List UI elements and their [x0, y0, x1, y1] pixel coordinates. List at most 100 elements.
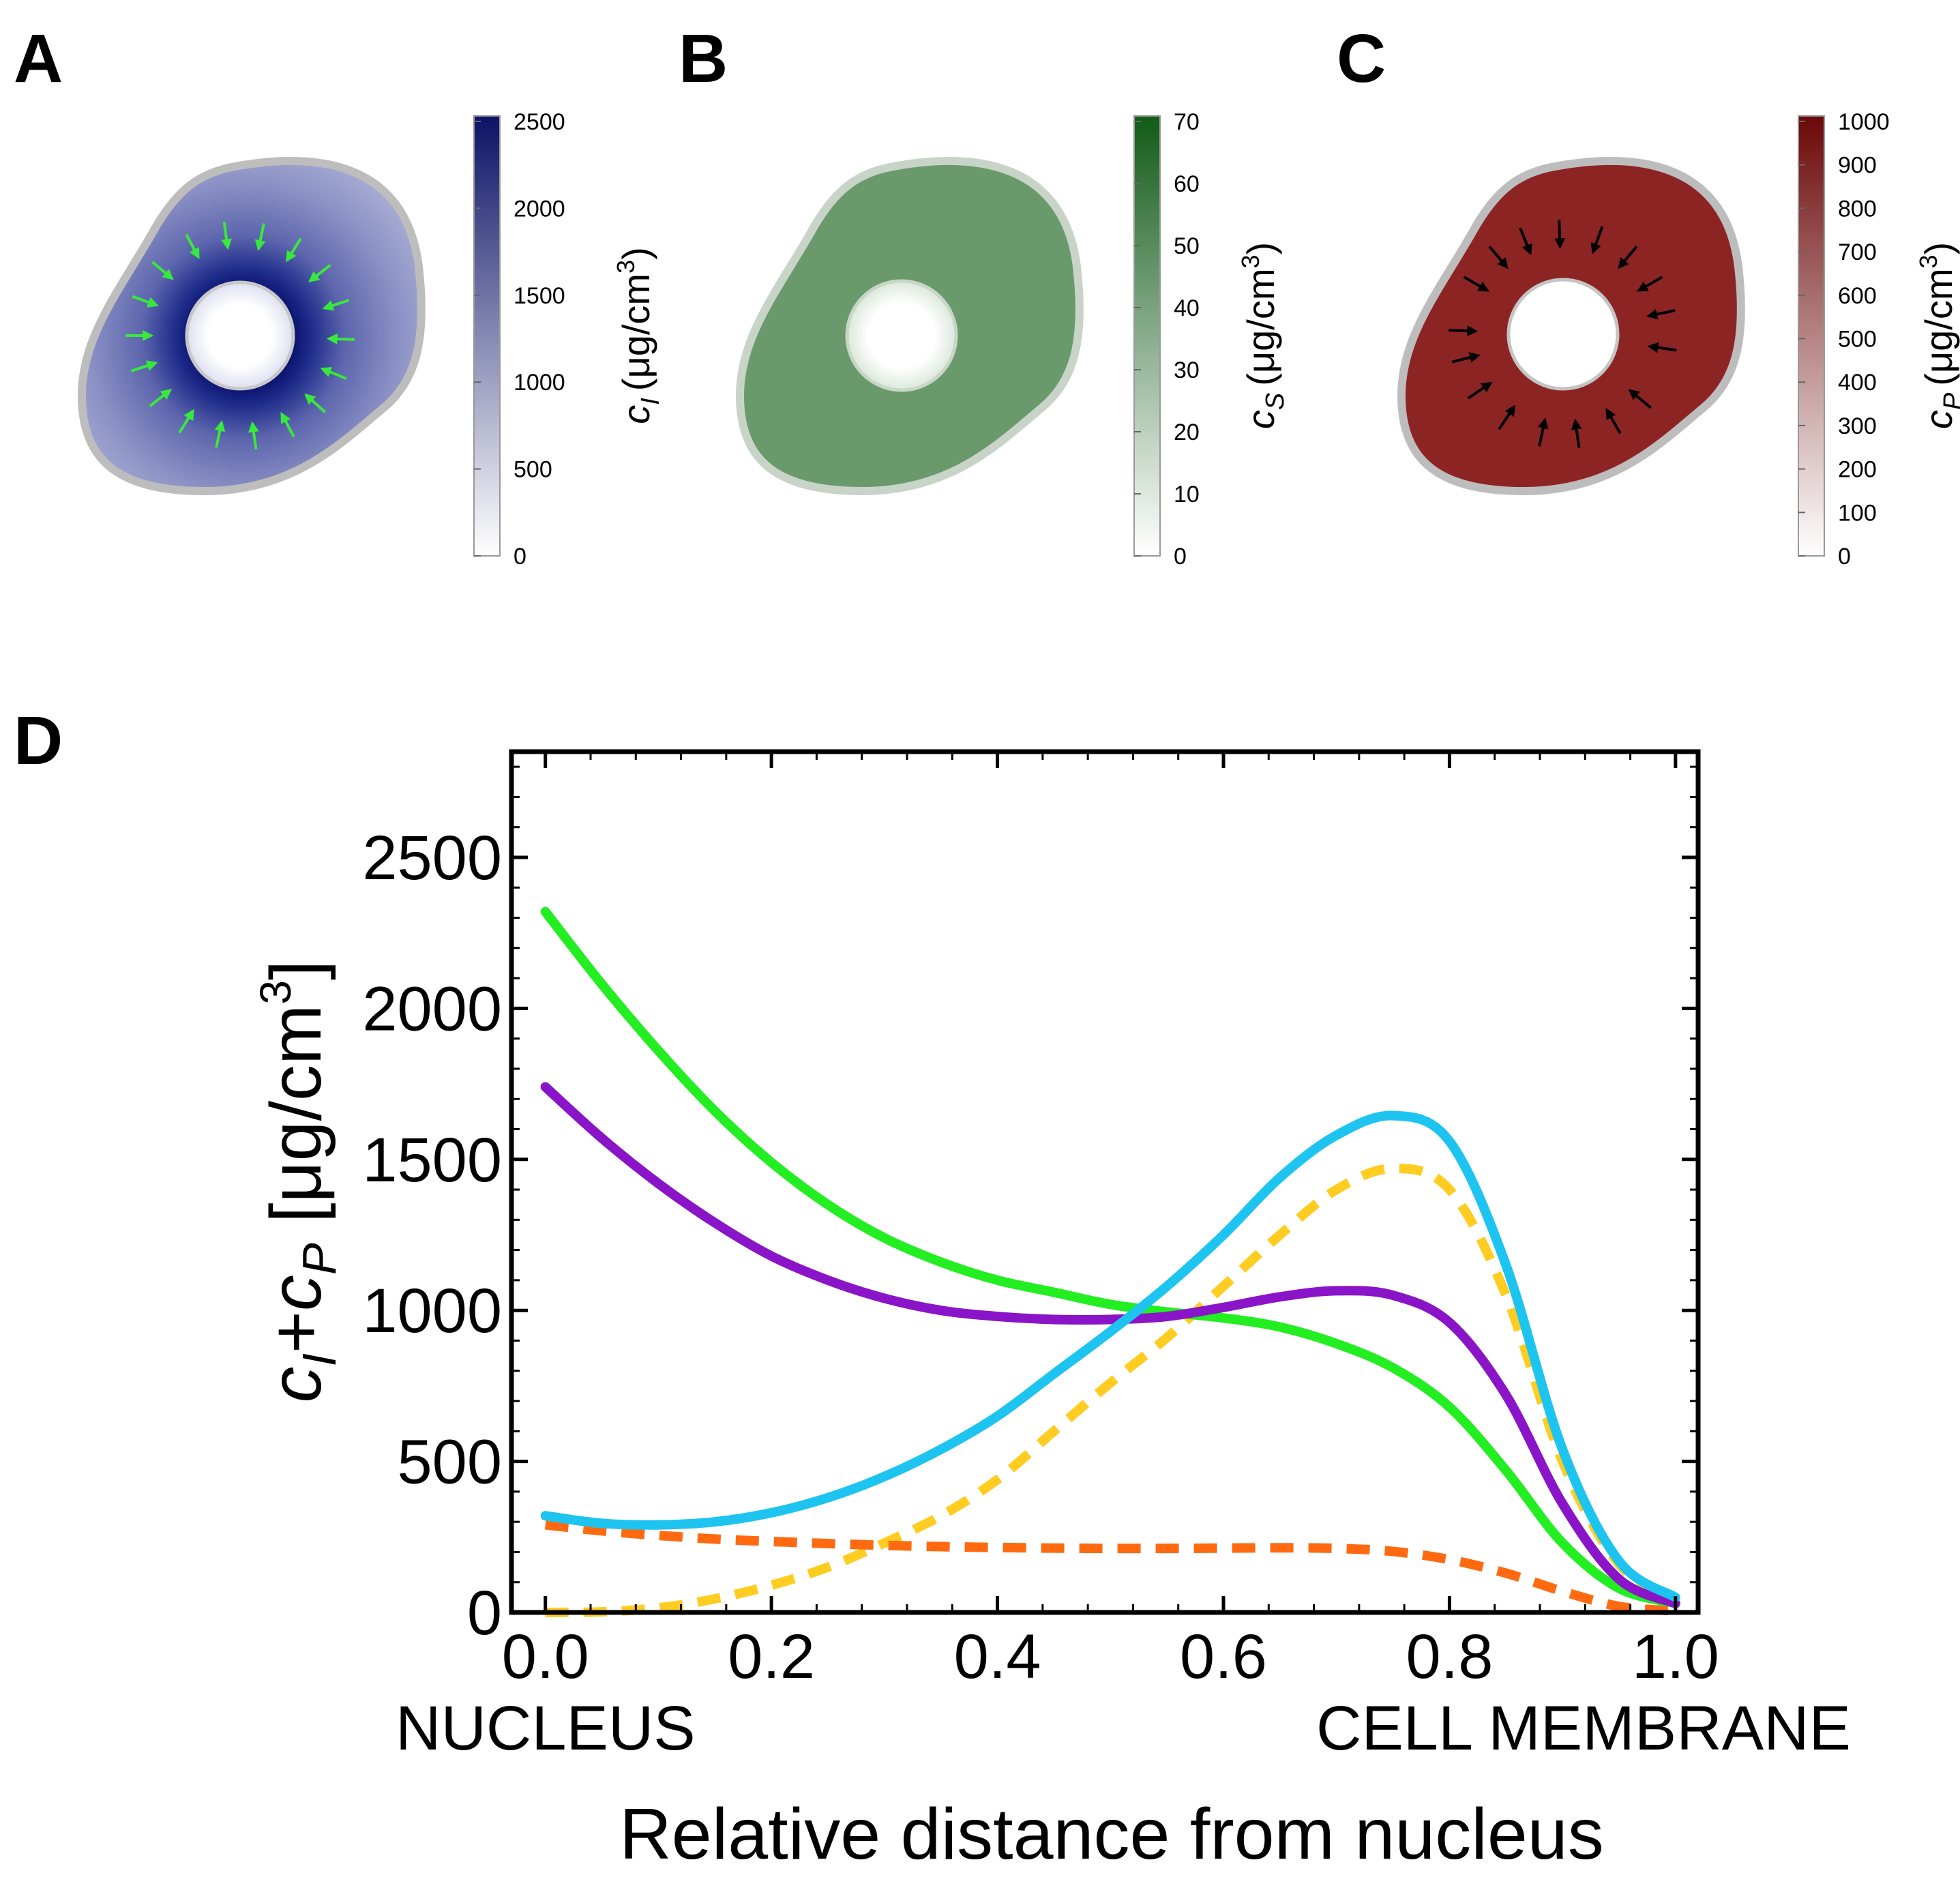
y-tick-label: 2500	[362, 823, 502, 893]
colorbar-a-tick-label: 1500	[514, 283, 565, 309]
colorbar-b-tick-label: 0	[1174, 544, 1187, 570]
cell-heatmap-b	[740, 161, 1080, 491]
arrow-icon	[286, 237, 302, 263]
arrow-icon	[1449, 325, 1479, 337]
arrows-c	[1449, 220, 1677, 448]
arrow-icon	[1488, 246, 1509, 269]
colorbar-gradient-b	[1133, 115, 1161, 557]
arrow-icon	[130, 360, 158, 372]
arrow-icon	[132, 295, 159, 308]
arrow-icon	[151, 261, 174, 280]
series-line-cyan	[540, 1110, 1680, 1602]
panel-b: B 70 60 50 40 30 20 10 0 cS(μg/cm3)	[679, 20, 1290, 570]
colorbar-b-tick-label: 30	[1174, 357, 1200, 383]
colorbar-a-tick-label: 2000	[514, 196, 565, 222]
arrow-icon	[304, 393, 327, 413]
colorbar-a-tick-label: 0	[514, 544, 526, 570]
tick-layer: 0.0 0.2 0.4 0.6 0.8 1.0 0 500 1000 1500 2000 2500	[362, 752, 1719, 1692]
influx-arrows-a	[125, 222, 355, 449]
colorbar-c-tick-label: 200	[1838, 457, 1877, 483]
arrow-icon	[322, 299, 350, 311]
arrow-icon	[1647, 342, 1677, 353]
colorbar-a-tick-label: 500	[514, 457, 552, 483]
arrow-icon	[1628, 389, 1652, 409]
colorbar-b-tick-label: 70	[1174, 109, 1200, 135]
arrow-icon	[149, 389, 173, 408]
colorbar-b-tick-label: 60	[1174, 171, 1200, 197]
colorbar-label-a: cI(μg/cm3)	[612, 247, 665, 424]
x-axis-title: Relative distance from nucleus	[619, 1794, 1603, 1874]
arrow-icon	[326, 333, 355, 344]
colorbar-b-tick-label: 40	[1174, 295, 1200, 321]
arrow-icon	[1590, 226, 1604, 254]
panel-letter-b: B	[679, 20, 728, 97]
panel-letter-d: D	[14, 703, 63, 779]
panel-letter-c: C	[1337, 20, 1386, 97]
y-axis-title: cI+cP [μg/cm3]	[251, 960, 346, 1403]
panel-a: A 2500 2000 1500 1000 500 0 cI(μg/cm3)	[14, 20, 665, 570]
colorbar-a: 2500 2000 1500 1000 500 0 cI(μg/cm3)	[473, 109, 665, 570]
panel-letter-a: A	[14, 20, 63, 97]
cell-heatmap-a	[82, 161, 421, 491]
arrow-icon	[1605, 408, 1622, 434]
colorbar-a-tick-label: 2500	[514, 109, 565, 135]
arrow-icon	[221, 222, 233, 250]
colorbar-c-tick-label: 400	[1838, 370, 1877, 396]
colorbar-c-tick-label: 700	[1838, 239, 1877, 265]
colorbar-b: 70 60 50 40 30 20 10 0 cS(μg/cm3)	[1133, 109, 1290, 570]
colorbar-c-tick-label: 1000	[1838, 109, 1890, 135]
series-layer	[540, 906, 1680, 1617]
colorbar-c-tick-label: 600	[1838, 283, 1877, 309]
colorbar-b-tick-label: 50	[1174, 233, 1200, 259]
arrow-icon	[1554, 220, 1566, 250]
nucleus-label: NUCLEUS	[396, 1694, 696, 1763]
x-tick-label: 1.0	[1632, 1622, 1719, 1692]
y-tick-label: 0	[467, 1578, 502, 1648]
colorbar-a-tick-label: 1000	[514, 370, 565, 396]
arrow-icon	[280, 411, 295, 438]
y-tick-label: 1000	[362, 1276, 502, 1346]
colorbar-c-tick-label: 0	[1838, 544, 1851, 570]
arrow-icon	[1498, 404, 1516, 430]
arrow-icon	[1618, 246, 1638, 269]
arrow-icon	[248, 421, 259, 449]
y-tick-label: 500	[398, 1428, 503, 1497]
arrow-icon	[1519, 227, 1532, 256]
panel-d: D 0.0 0.2 0.4 0.6 0.8 1.0 0 500 1000 1500 2000 2500…	[14, 703, 1851, 1874]
colorbar-b-tick-label: 20	[1174, 419, 1200, 445]
arrow-icon	[185, 233, 200, 260]
arrow-icon	[1637, 276, 1663, 292]
arrow-icon	[1646, 308, 1676, 320]
x-tick-label: 0.0	[502, 1622, 589, 1692]
cell-membrane-label: CELL MEMBRANE	[1316, 1694, 1851, 1763]
colorbar-ticks-a: 2500 2000 1500 1000 500 0	[474, 109, 565, 570]
colorbar-c-tick-label: 800	[1838, 196, 1877, 222]
arrow-icon	[1451, 352, 1481, 364]
colorbar-c-tick-label: 300	[1838, 413, 1877, 439]
arrow-icon	[308, 263, 331, 282]
arrow-icon	[1467, 381, 1493, 400]
x-tick-label: 0.4	[954, 1622, 1041, 1692]
colorbar-b-tick-label: 10	[1174, 482, 1200, 507]
colorbar-label-c: cP(μg/cm3)	[1914, 242, 1960, 429]
arrow-icon	[214, 420, 226, 448]
arrow-icon	[1463, 276, 1489, 292]
y-tick-label: 1500	[362, 1125, 502, 1195]
arrow-icon	[1571, 418, 1582, 448]
colorbar-c-tick-label: 500	[1838, 327, 1877, 353]
y-tick-label: 2000	[362, 974, 502, 1044]
arrow-icon	[320, 367, 347, 380]
series-line-yellow	[545, 1164, 1678, 1617]
x-tick-label: 0.8	[1406, 1622, 1493, 1692]
series-line-green	[540, 906, 1680, 1608]
plot-frame	[509, 749, 1701, 1615]
colorbar-gradient-a	[473, 115, 501, 557]
line-chart: 0.0 0.2 0.4 0.6 0.8 1.0 0 500 1000 1500 2000 2500	[362, 749, 1719, 1692]
colorbar-c-tick-label: 900	[1838, 153, 1877, 179]
x-tick-label: 0.2	[728, 1622, 815, 1692]
cell-heatmap-c	[1401, 161, 1741, 491]
